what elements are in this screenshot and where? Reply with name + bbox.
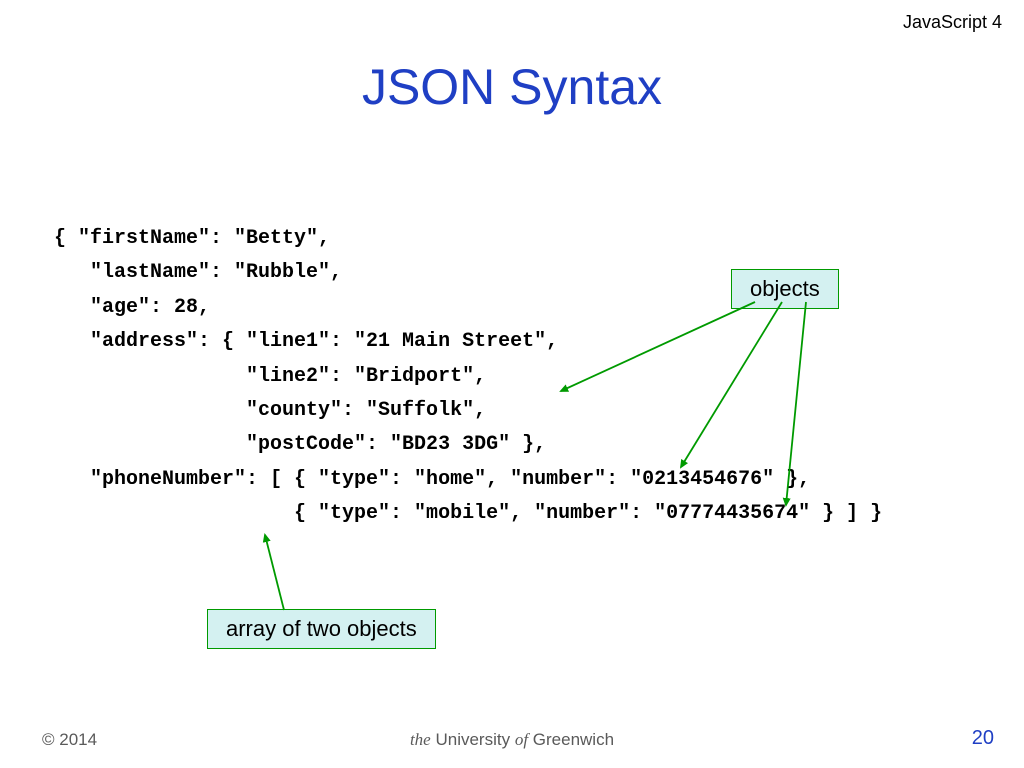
footer-univ: University [431,730,515,749]
footer-the: the [410,730,431,749]
callout-array: array of two objects [207,609,436,649]
slide-title: JSON Syntax [0,58,1024,116]
footer-university: the University of Greenwich [0,730,1024,750]
footer-greenwich: Greenwich [528,730,614,749]
callout-objects: objects [731,269,839,309]
footer-page-number: 20 [972,727,994,750]
footer-of: of [515,730,528,749]
header-label: JavaScript 4 [903,12,1002,33]
